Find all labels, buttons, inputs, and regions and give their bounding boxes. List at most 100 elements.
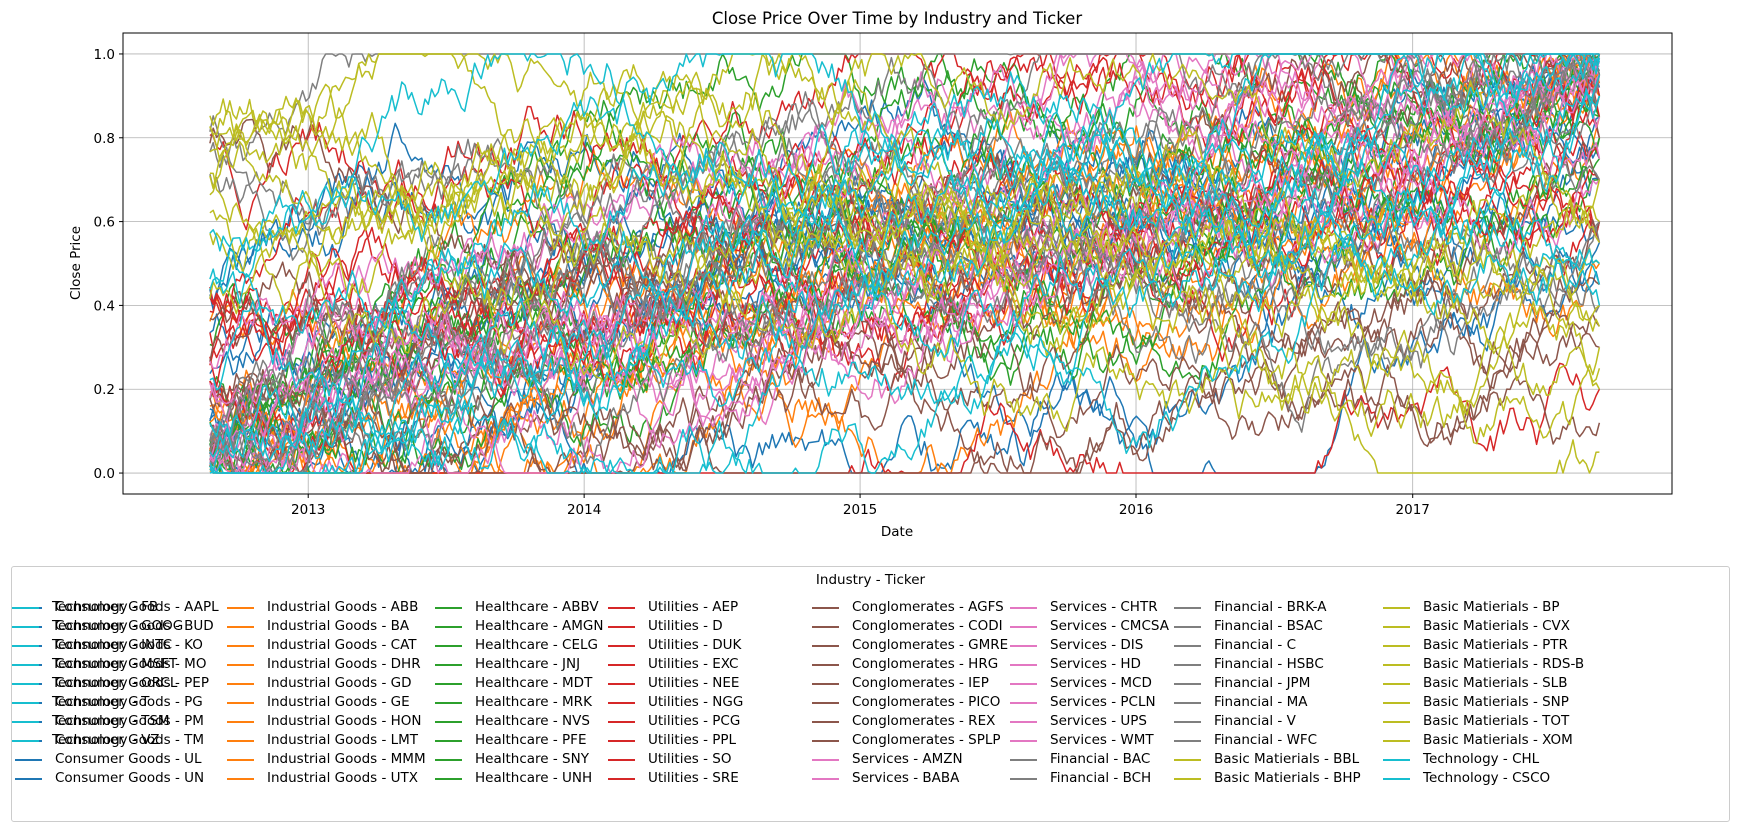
legend-label: Utilities - SO	[648, 751, 732, 767]
legend-label: Basic Matierials - BP	[1423, 599, 1560, 615]
legend-label: Basic Matierials - SLB	[1423, 675, 1568, 691]
legend-swatch	[608, 702, 635, 704]
legend-title: Industry - Ticker	[815, 572, 926, 588]
plot-area-frame	[122, 32, 1673, 495]
legend-swatch	[608, 740, 635, 742]
legend-label: Technology - T	[52, 694, 150, 710]
legend-label: Conglomerates - HRG	[852, 656, 999, 672]
legend-label: Industrial Goods - BA	[267, 618, 410, 634]
legend-swatch	[1383, 626, 1410, 628]
series-line	[209, 70, 1600, 474]
legend-swatch	[1383, 664, 1410, 666]
series-line	[209, 53, 1600, 456]
legend-label: Industrial Goods - CAT	[267, 637, 417, 653]
legend-swatch	[435, 626, 462, 628]
legend-label: Financial - WFC	[1214, 732, 1318, 748]
legend-label: Basic Matierials - XOM	[1423, 732, 1573, 748]
legend-swatch	[1010, 626, 1037, 628]
axes: 2013 2014 2015 2016 2017 0.0 0.2 0.4 0.6 0.8 1.0	[94, 47, 1430, 518]
legend-label: Financial - BRK-A	[1214, 599, 1327, 615]
legend-label: Healthcare - CELG	[475, 637, 598, 653]
legend-label: Technology - VZ	[52, 732, 160, 748]
y-tick-label: 0.4	[94, 298, 115, 314]
legend-label: Consumer Goods - PM	[55, 713, 204, 729]
chart-title: Close Price Over Time by Industry and Ti…	[712, 9, 1082, 28]
series-lines	[209, 53, 1601, 474]
legend-label: Conglomerates - REX	[852, 713, 996, 729]
series-line	[209, 53, 1601, 316]
legend-swatch	[15, 759, 42, 761]
legend-label: Industrial Goods - HON	[267, 713, 422, 729]
legend-label: Utilities - DUK	[648, 637, 742, 653]
legend-label: Utilities - EXC	[648, 656, 739, 672]
legend-label: Utilities - PCG	[648, 713, 741, 729]
legend-label: Basic Matierials - RDS-B	[1423, 656, 1585, 672]
legend-label: Conglomerates - SPLP	[852, 732, 1001, 748]
legend-label: Healthcare - UNH	[475, 770, 593, 786]
series-line	[209, 53, 1600, 338]
y-tick-label: 0.8	[94, 131, 115, 147]
legend-label: Services - MCD	[1050, 675, 1152, 691]
legend-label: Basic Matierials - BBL	[1214, 751, 1360, 767]
legend-swatch	[12, 607, 39, 609]
y-tick-label: 0.2	[94, 382, 115, 398]
series-line	[209, 172, 1600, 383]
legend-swatch	[1383, 759, 1410, 761]
legend-label: Consumer Goods - MO	[55, 656, 207, 672]
series-line	[209, 70, 1601, 474]
series-line	[209, 53, 1601, 243]
series-line	[209, 87, 1601, 459]
legend-label: Technology - INTC	[52, 637, 173, 653]
legend-label: Services - WMT	[1050, 732, 1154, 748]
legend-label: Healthcare - JNJ	[475, 656, 581, 672]
legend-swatch	[435, 702, 462, 704]
legend-swatch	[1010, 778, 1037, 780]
series-line	[209, 74, 1601, 474]
legend-swatch	[608, 664, 635, 666]
legend-swatch	[12, 626, 39, 628]
legend-label: Conglomerates - GMRE	[852, 637, 1009, 653]
legend-label: Services - PCLN	[1050, 694, 1156, 710]
legend-label: Healthcare - MDT	[475, 675, 593, 691]
legend-swatch	[1383, 721, 1410, 723]
legend-swatch	[1174, 626, 1201, 628]
legend-swatch	[608, 626, 635, 628]
legend-swatch	[1383, 645, 1410, 647]
legend-swatch	[812, 759, 839, 761]
legend-label: Utilities - NGG	[648, 694, 744, 710]
legend-swatch	[1383, 607, 1410, 609]
legend-label: Technology - MSFT	[52, 656, 178, 672]
legend-label: Financial - V	[1214, 713, 1296, 729]
legend-label: Industrial Goods - DHR	[267, 656, 421, 672]
legend-label: Services - CMCSA	[1050, 618, 1169, 634]
legend-swatch	[435, 759, 462, 761]
legend-label: Industrial Goods - GE	[267, 694, 410, 710]
legend-label: Consumer Goods - BUD	[55, 618, 214, 634]
series-line	[209, 83, 1601, 437]
legend-label: Consumer Goods - KO	[55, 637, 203, 653]
legend-swatch	[227, 721, 254, 723]
legend-swatch	[227, 607, 254, 609]
legend-swatch	[1010, 740, 1037, 742]
legend-label: Healthcare - SNY	[475, 751, 589, 767]
legend-swatch	[12, 740, 39, 742]
legend-label: Conglomerates - IEP	[852, 675, 989, 691]
legend-swatch	[812, 721, 839, 723]
legend-swatch	[1010, 702, 1037, 704]
legend-swatch	[12, 664, 39, 666]
legend-swatch	[608, 778, 635, 780]
legend-label: Technology - ORCL	[52, 675, 178, 691]
y-tick-label: 0.0	[94, 466, 115, 482]
legend-label: Basic Matierials - CVX	[1423, 618, 1571, 634]
legend-swatch	[1010, 645, 1037, 647]
legend-swatch	[1010, 664, 1037, 666]
legend-swatch	[12, 702, 39, 704]
legend-swatch	[227, 683, 254, 685]
legend-label: Basic Matierials - BHP	[1214, 770, 1361, 786]
legend-label: Conglomerates - PICO	[852, 694, 1001, 710]
legend-label: Technology - GOOG	[52, 618, 184, 634]
legend-swatch	[1010, 721, 1037, 723]
legend-swatch	[812, 664, 839, 666]
legend-swatch	[12, 683, 39, 685]
series-line	[209, 74, 1601, 470]
